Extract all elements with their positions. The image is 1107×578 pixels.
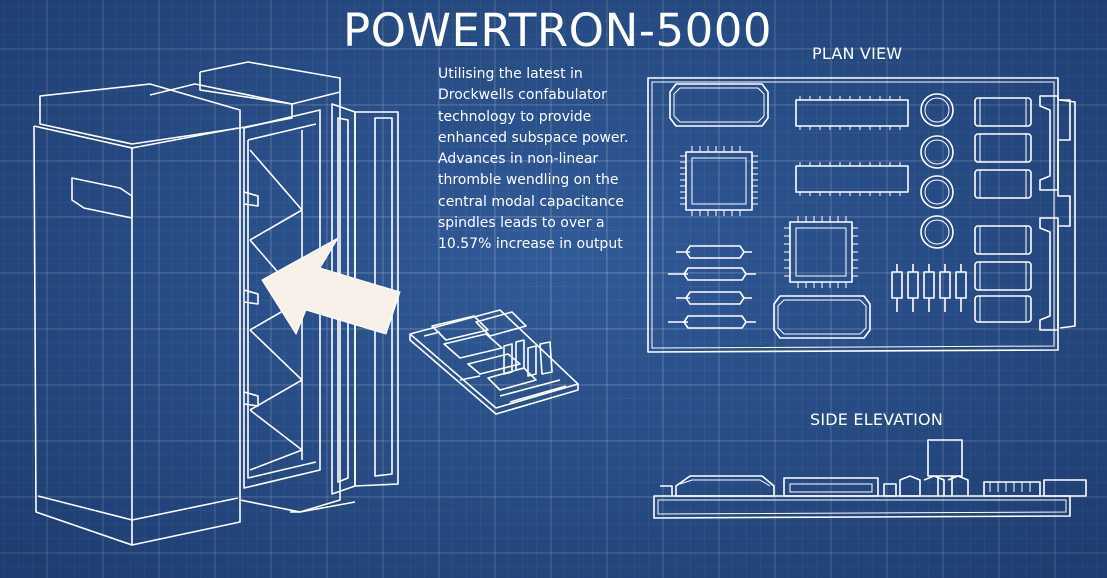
arrow-icon (261, 236, 401, 336)
board-isometric (409, 309, 579, 415)
page-title: POWERTRON-5000 (342, 4, 773, 57)
plan-view-label: PLAN VIEW (812, 44, 903, 63)
description-paragraph-2: Advances in non-linear thromble wendling… (438, 151, 624, 253)
side-elevation-board (653, 439, 1087, 519)
plan-view-board (647, 77, 1076, 353)
description-text: Utilising the latest in Drockwells confa… (438, 64, 643, 256)
side-elevation-label: SIDE ELEVATION (810, 410, 944, 429)
description-paragraph-1: Utilising the latest in Drockwells confa… (438, 66, 629, 146)
